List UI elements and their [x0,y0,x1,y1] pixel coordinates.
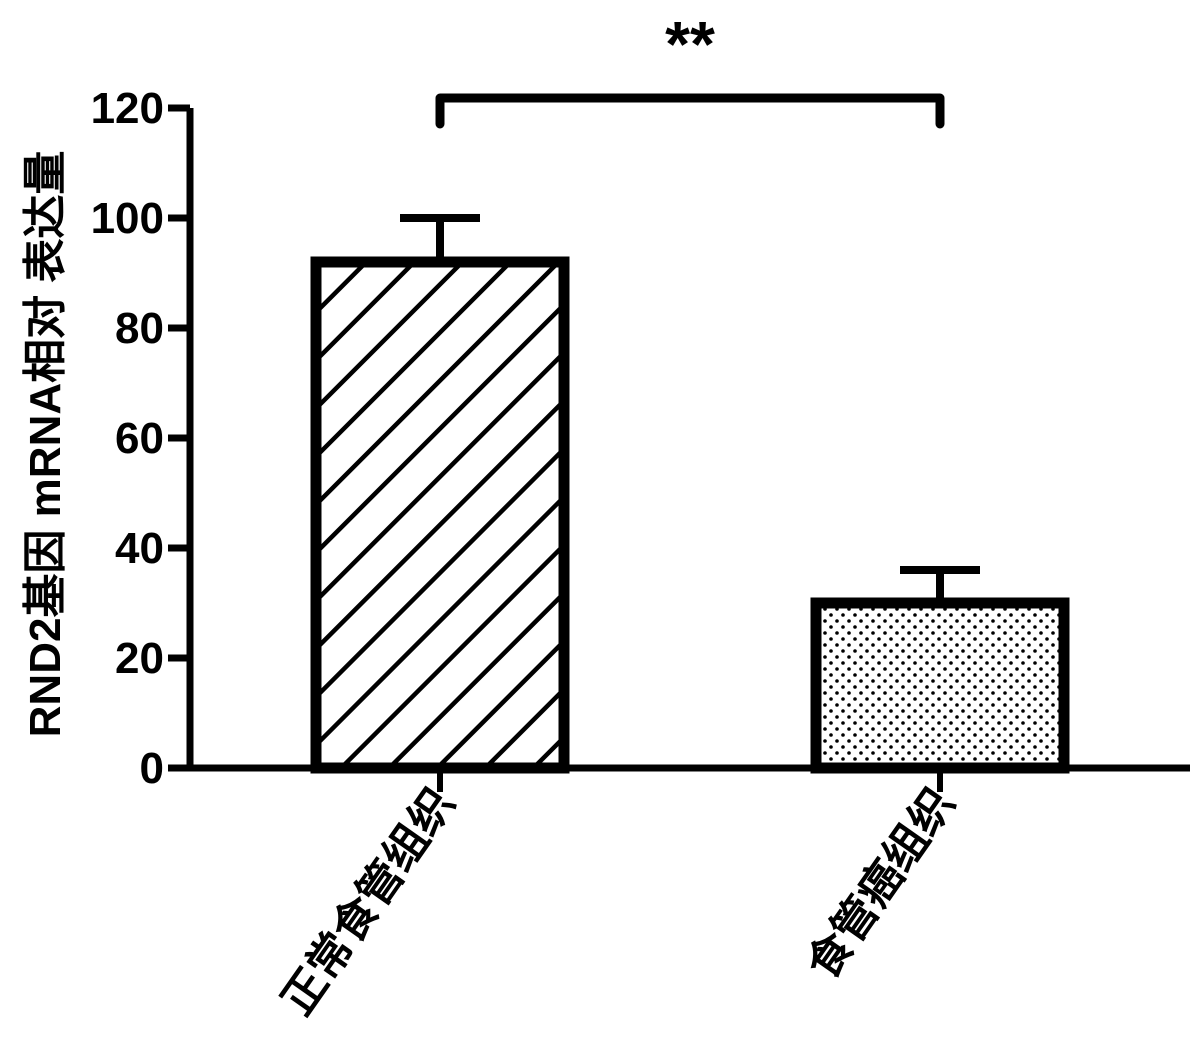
bars [310,214,1070,774]
significance-label: ** [665,8,715,80]
y-tick-label: 60 [115,414,164,463]
y-tick-label: 100 [91,194,164,243]
y-tick-label: 0 [140,744,164,793]
y-tick-label: 40 [115,524,164,573]
y-tick-label: 120 [91,84,164,133]
x-tick-label: 正常食管组织 [272,779,465,1025]
y-tick-label: 80 [115,304,164,353]
y-tick-label: 20 [115,634,164,683]
bar [310,256,570,774]
bar [810,597,1070,774]
significance-bracket [435,93,945,129]
x-tick-label: 食管癌组织 [797,779,965,988]
y-axis-label: RND2基因 mRNA相对 表达量 [21,151,70,738]
